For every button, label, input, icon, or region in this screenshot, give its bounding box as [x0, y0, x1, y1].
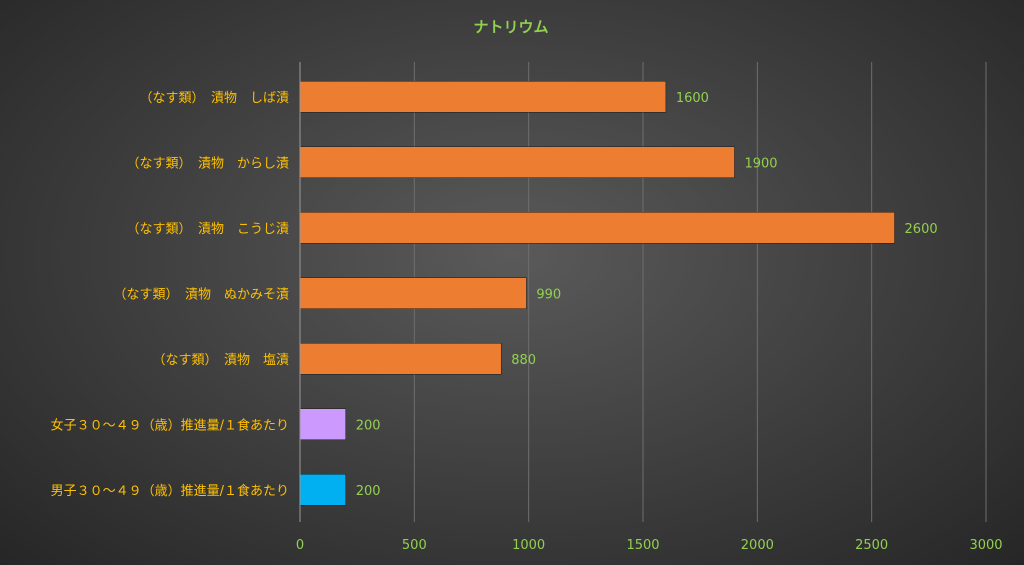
- category-label: 男子３０～４９（歳）推進量/１食あたり: [51, 483, 289, 499]
- category-label: （なす類） 漬物 塩漬: [152, 353, 289, 368]
- gridlines: [413, 62, 987, 522]
- category-label: （なす類） 漬物 からし漬: [126, 156, 289, 171]
- x-tick-label: 2000: [741, 538, 774, 553]
- data-label: 880: [511, 353, 536, 368]
- data-label: 200: [356, 484, 381, 499]
- data-label: 200: [356, 418, 381, 433]
- category-label: （なす類） 漬物 しば漬: [139, 91, 289, 106]
- x-tick-label: 500: [402, 538, 427, 553]
- x-tick-label: 2500: [855, 538, 888, 553]
- bar: [299, 81, 667, 113]
- chart-title: ナトリウム: [473, 18, 548, 36]
- x-tick-label: 3000: [969, 538, 1002, 553]
- data-label: 2600: [905, 222, 938, 237]
- category-label: 女子３０～４９（歳）推進量/１食あたり: [51, 417, 289, 433]
- labels: 0 500 1000 1500 2000 2500 3000 （なす類） 漬物 しば漬 1600…: [51, 91, 1003, 553]
- bar: [299, 408, 346, 440]
- bar: [299, 343, 502, 375]
- category-label: （なす類） 漬物 ぬかみそ漬: [113, 287, 289, 302]
- data-label: 1600: [676, 91, 709, 106]
- bar: [299, 474, 346, 506]
- bar: [299, 277, 527, 309]
- bar: [299, 212, 895, 244]
- bar: [299, 146, 735, 178]
- x-tick-label: 1500: [626, 538, 659, 553]
- x-tick-label: 1000: [512, 538, 545, 553]
- x-tick-label: 0: [296, 538, 304, 553]
- bars: [299, 81, 895, 506]
- data-label: 990: [536, 287, 561, 302]
- data-label: 1900: [744, 156, 777, 171]
- category-label: （なす類） 漬物 こうじ漬: [126, 222, 289, 237]
